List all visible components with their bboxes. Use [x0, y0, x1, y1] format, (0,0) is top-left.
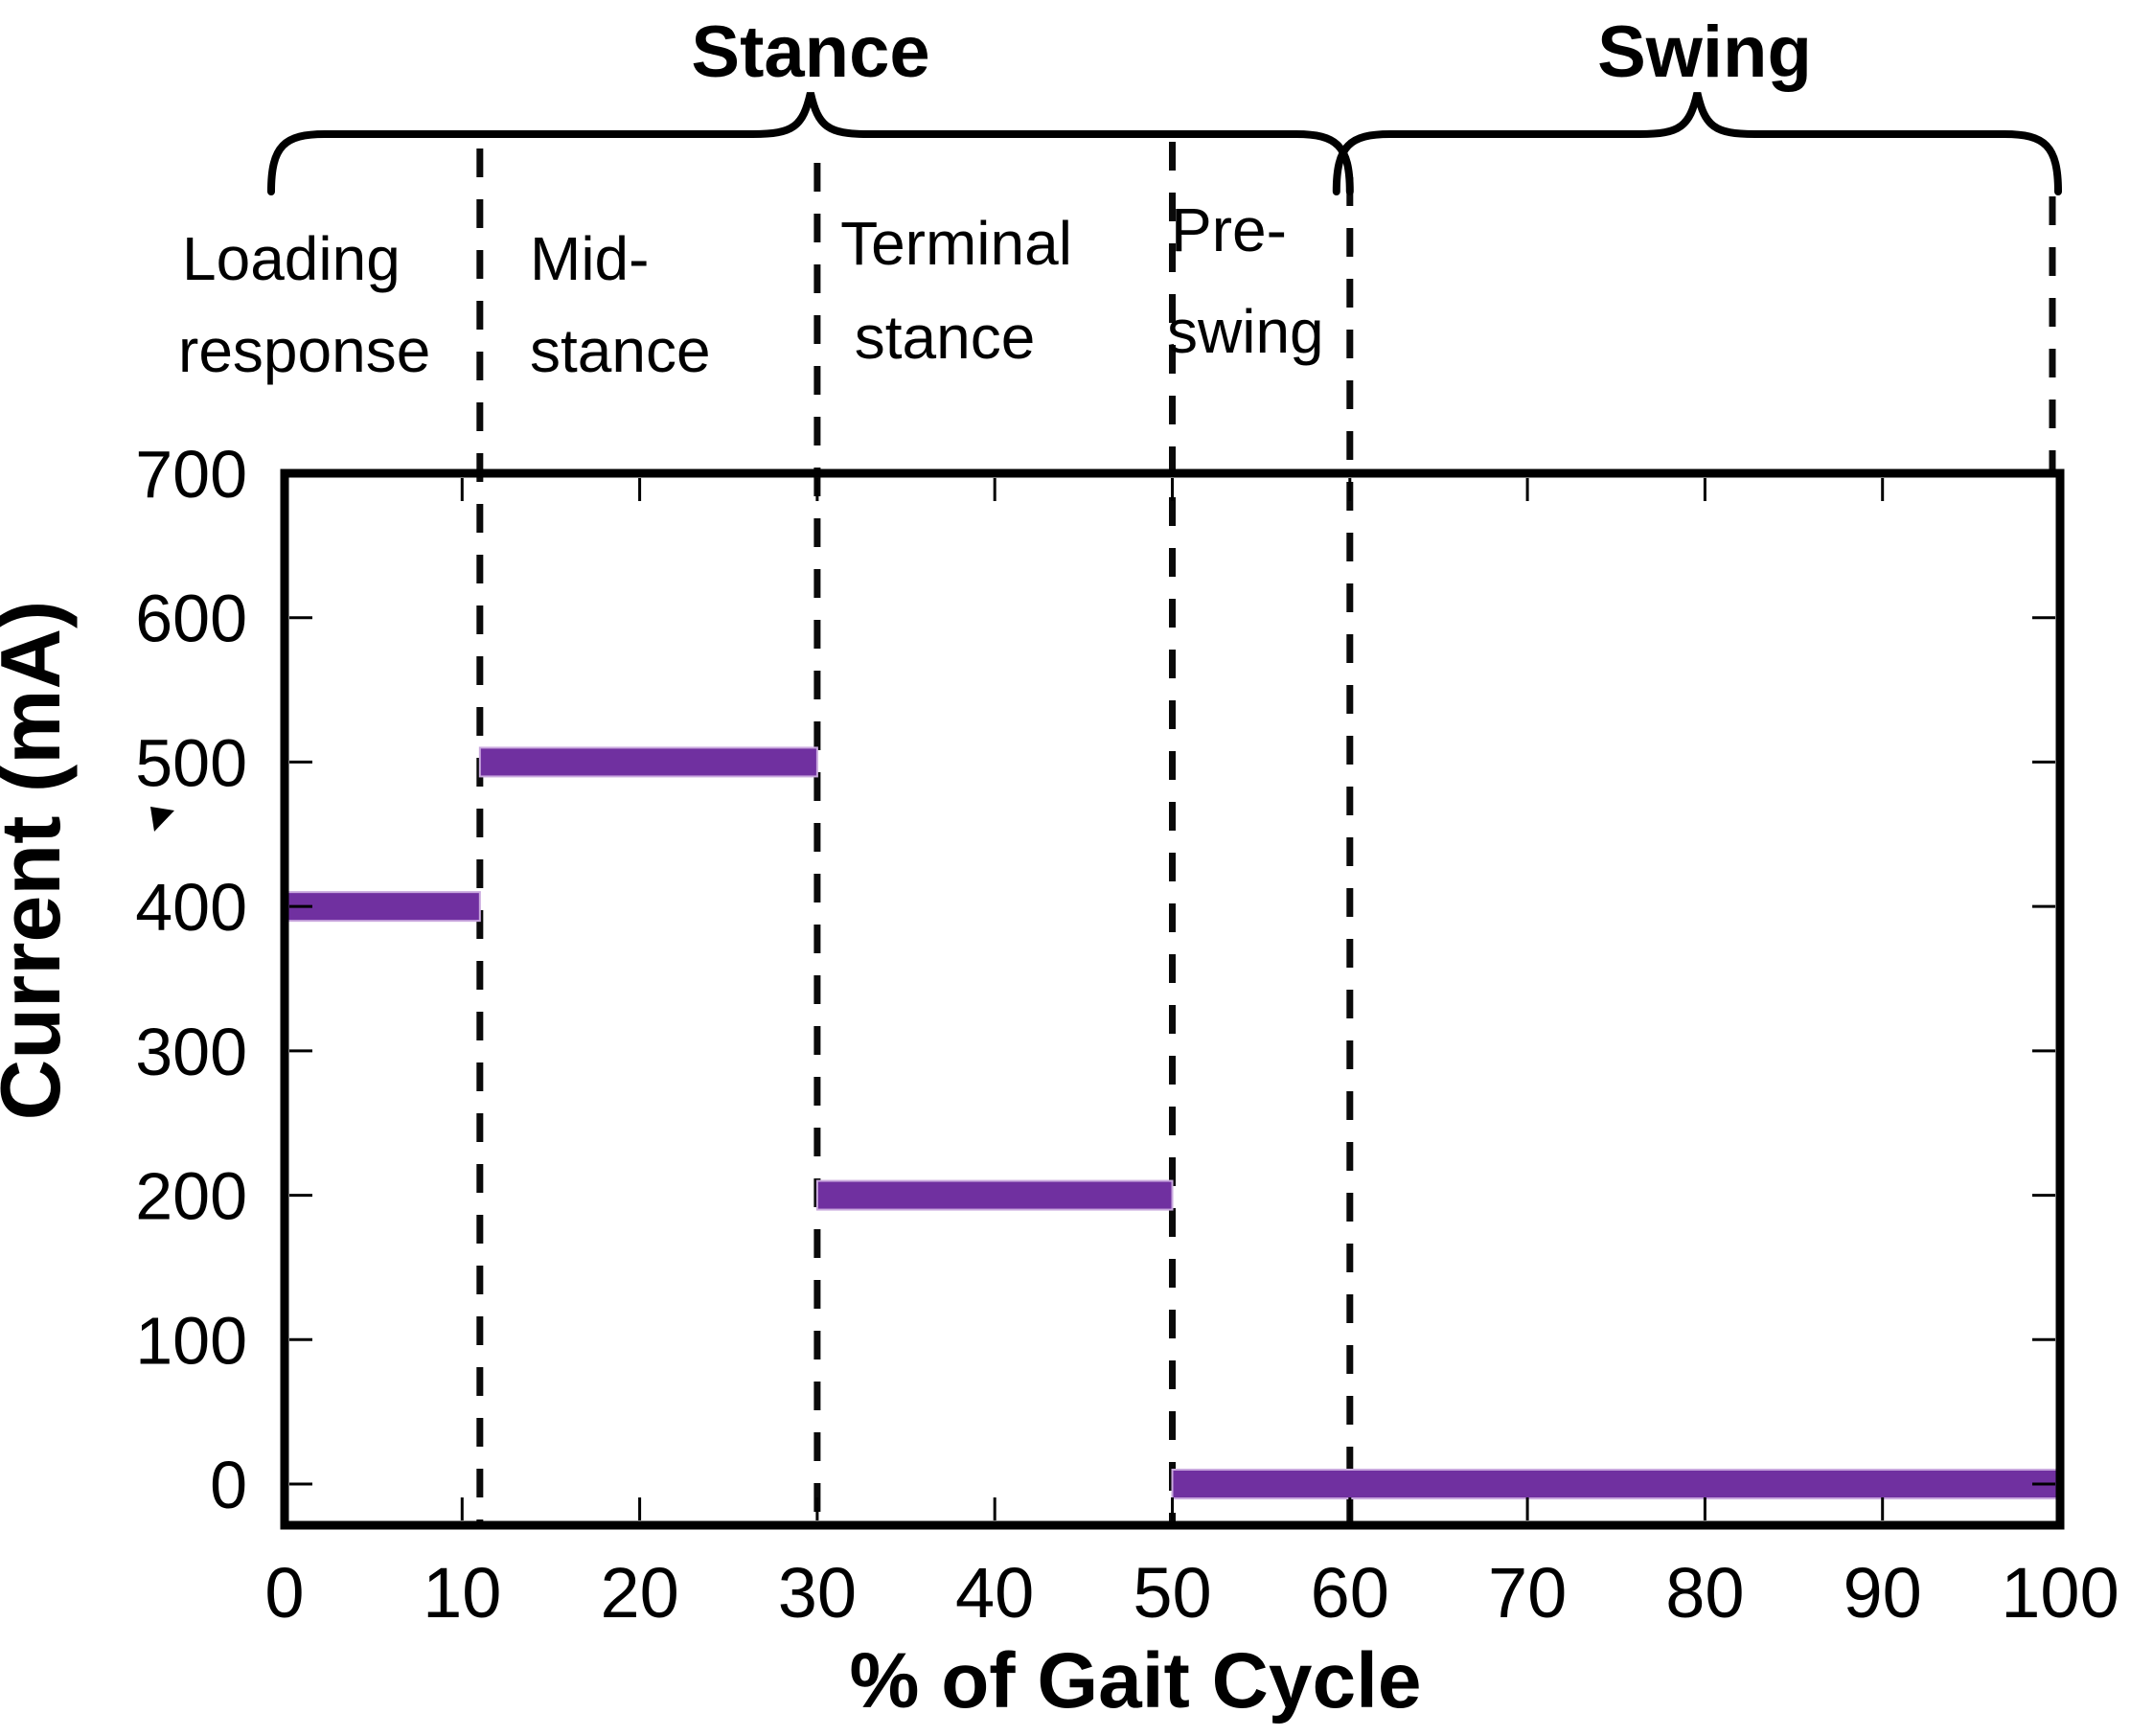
x-tick-label: 100	[2001, 1553, 2119, 1633]
x-tick-label: 80	[1665, 1553, 1744, 1633]
x-tick-label: 50	[1133, 1553, 1211, 1633]
phase-label-terminal-line2: stance	[855, 303, 1036, 372]
phase-label-preswing-line2: swing	[1167, 297, 1324, 366]
x-axis-title: % of Gait Cycle	[850, 1637, 1422, 1725]
phase-label-loading-line2: response	[178, 316, 430, 385]
stance-group-title: Stance	[691, 11, 929, 93]
phase-label-terminal-line1: Terminal	[840, 209, 1072, 278]
phase-label-preswing-line1: Pre-	[1171, 195, 1287, 264]
y-tick-label: 300	[135, 1015, 247, 1089]
y-tick-label: 200	[135, 1159, 247, 1234]
y-tick-label: 400	[135, 870, 247, 945]
x-tick-label: 60	[1311, 1553, 1389, 1633]
x-tick-label: 10	[423, 1553, 501, 1633]
stance-brace	[267, 92, 1354, 195]
current-bar	[478, 746, 818, 778]
y-tick-labels: 0 100 200 300 400 500 600 700	[135, 437, 247, 1522]
y-tick-label: 100	[135, 1303, 247, 1378]
x-tick-label: 20	[600, 1553, 678, 1633]
phase-label-midstance-line1: Mid-	[530, 224, 649, 293]
swing-group-title: Swing	[1597, 11, 1812, 93]
x-tick-label: 70	[1488, 1553, 1567, 1633]
stray-ink-mark	[150, 807, 174, 832]
current-bar	[815, 1179, 1174, 1211]
x-tick-label: 0	[264, 1553, 304, 1633]
y-tick-label: 500	[135, 725, 247, 800]
phase-boundary-lines	[476, 142, 2056, 1521]
x-tick-labels: 0 10 20 30 40 50 60 70 80 90 100	[264, 1553, 2119, 1633]
phase-label-loading-line1: Loading	[182, 224, 401, 293]
x-tick-label: 30	[778, 1553, 857, 1633]
x-tick-label: 90	[1844, 1553, 1922, 1633]
phase-group-braces	[267, 92, 2062, 195]
x-tick-label: 40	[955, 1553, 1034, 1633]
plot-frame	[280, 468, 2065, 1530]
y-tick-label: 600	[135, 582, 247, 656]
y-tick-label: 700	[135, 437, 247, 512]
axis-ticks	[289, 478, 2055, 1520]
current-bar	[284, 891, 481, 923]
y-axis-title: Current (mA)	[0, 601, 78, 1121]
swing-brace	[1332, 92, 2062, 195]
y-tick-label: 0	[210, 1448, 247, 1522]
current-bars	[284, 746, 2061, 1499]
current-bar	[1171, 1469, 2061, 1499]
phase-label-midstance-line2: stance	[530, 316, 711, 385]
